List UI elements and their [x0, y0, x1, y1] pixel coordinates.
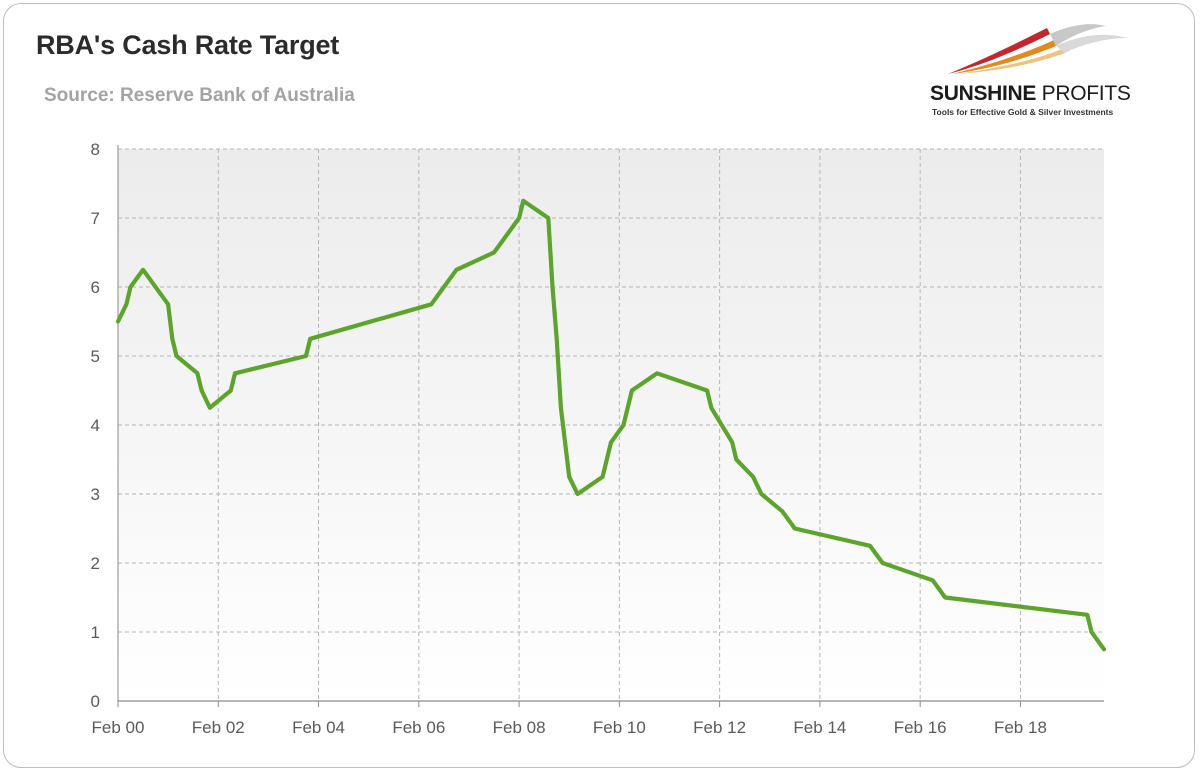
data-point: [1089, 630, 1093, 634]
data-point: [730, 440, 734, 444]
data-point: [780, 509, 784, 513]
data-point: [141, 268, 145, 272]
y-tick-label: 0: [91, 692, 100, 711]
x-tick-label: Feb 04: [292, 718, 345, 737]
y-tick-label: 6: [91, 278, 100, 297]
data-point: [170, 337, 174, 341]
data-point: [208, 406, 212, 410]
y-tick-label: 5: [91, 347, 100, 366]
y-tick-label: 3: [91, 485, 100, 504]
data-point: [551, 285, 555, 289]
data-point: [605, 458, 609, 462]
y-tick-label: 2: [91, 554, 100, 573]
data-point: [759, 492, 763, 496]
data-point: [655, 371, 659, 375]
sunshine-profits-logo: SUNSHINE PROFITS Tools for Effective Gol…: [922, 18, 1182, 136]
axes: 0 1 2 3 4 5 6 7 8 Feb 00 Feb 02 Feb 04 Feb 06 Feb 08 F…: [91, 140, 1104, 737]
data-point: [304, 354, 308, 358]
data-point: [308, 337, 312, 341]
series-layer: [115, 198, 1107, 652]
data-point: [517, 216, 521, 220]
data-point: [429, 302, 433, 306]
logo-wordmark: SUNSHINE PROFITS: [930, 82, 1131, 105]
x-tick-label: Feb 14: [793, 718, 846, 737]
data-point: [200, 389, 204, 393]
data-point: [709, 406, 713, 410]
data-point: [505, 233, 509, 237]
chart-title: RBA's Cash Rate Target: [36, 30, 340, 60]
x-tick-label: Feb 06: [392, 718, 445, 737]
data-point: [705, 389, 709, 393]
x-tick-label: Feb 00: [92, 718, 145, 737]
data-point: [793, 527, 797, 531]
x-tick-label: Feb 12: [693, 718, 746, 737]
data-point: [609, 440, 613, 444]
chart-subtitle: Source: Reserve Bank of Australia: [44, 85, 355, 106]
y-tick-label: 7: [91, 209, 100, 228]
data-point: [454, 268, 458, 272]
data-point: [567, 475, 571, 479]
data-point: [622, 423, 626, 427]
data-point: [751, 475, 755, 479]
x-tick-label: Feb 16: [894, 718, 947, 737]
series-line-cash-rate: [115, 198, 1107, 652]
data-point: [129, 285, 133, 289]
data-point: [555, 337, 559, 341]
y-tick-label: 8: [91, 140, 100, 159]
data-point: [868, 544, 872, 548]
y-tick-label: 1: [91, 623, 100, 642]
data-point: [601, 475, 605, 479]
data-point: [124, 302, 128, 306]
data-point: [492, 251, 496, 255]
data-point: [576, 492, 580, 496]
data-point: [521, 199, 525, 203]
data-point: [229, 389, 233, 393]
data-point: [630, 389, 634, 393]
data-point: [546, 216, 550, 220]
data-point: [195, 371, 199, 375]
data-point: [931, 578, 935, 582]
data-point: [116, 320, 120, 324]
x-tick-label: Feb 02: [192, 718, 245, 737]
data-point: [881, 561, 885, 565]
data-point: [626, 406, 630, 410]
data-point: [1085, 613, 1089, 617]
y-tick-label: 4: [91, 416, 100, 435]
x-tick-label: Feb 08: [493, 718, 546, 737]
x-tick-label: Feb 10: [593, 718, 646, 737]
data-point: [1102, 647, 1106, 651]
logo-swoosh-icon: [948, 24, 1127, 74]
data-point: [442, 285, 446, 289]
logo-tagline: Tools for Effective Gold & Silver Invest…: [932, 107, 1114, 117]
x-tick-label: Feb 18: [994, 718, 1047, 737]
data-point: [233, 371, 237, 375]
data-point: [174, 354, 178, 358]
data-point: [166, 302, 170, 306]
data-point: [559, 406, 563, 410]
data-point: [734, 458, 738, 462]
data-point: [943, 596, 947, 600]
